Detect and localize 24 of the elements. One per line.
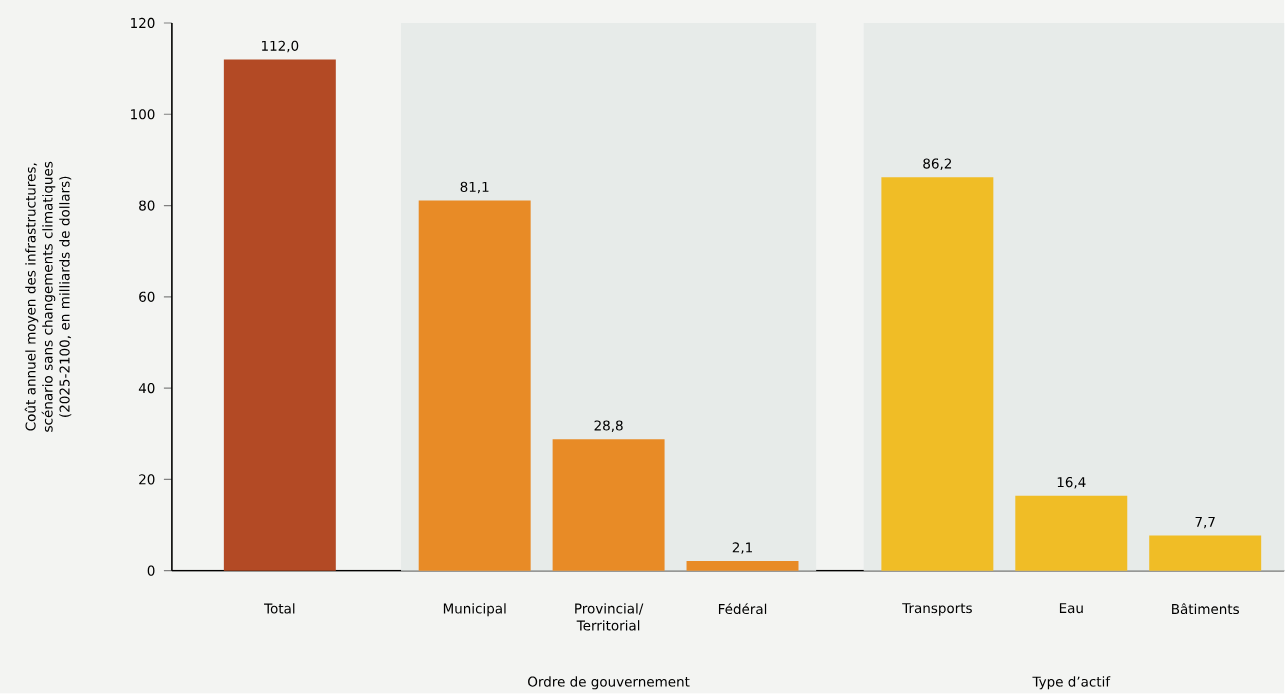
x-tick-label: Fédéral xyxy=(718,603,767,615)
y-axis-title: Coût annuel moyen des infrastructures, scénario sans changements climatiques (2025-2100, en milliards de dollars) xyxy=(24,161,72,432)
y-tick-label: 100 xyxy=(131,109,155,120)
y-tick-label: 60 xyxy=(139,291,155,303)
x-tick-label: Bâtiments xyxy=(1172,603,1239,615)
x-tick-label: Municipal xyxy=(443,603,506,617)
y-tick-label: 120 xyxy=(131,18,155,29)
data-label: 112,0 xyxy=(262,40,299,53)
data-label: 2,1 xyxy=(732,542,752,554)
x-tick-label: Total xyxy=(264,603,295,614)
x-tick-label: Provincial/ Territorial xyxy=(575,603,644,631)
y-tick-label: 40 xyxy=(138,383,155,394)
text: Ordre de gouvernement xyxy=(528,676,690,690)
data-label: 81,1 xyxy=(460,181,489,194)
data-label: 86,2 xyxy=(923,158,952,171)
data-label: 7,7 xyxy=(1195,517,1215,529)
data-label: 16,4 xyxy=(1057,477,1086,489)
y-tick-label: 80 xyxy=(139,200,155,211)
y-tick-label: 20 xyxy=(139,474,155,485)
text: Type d’actif xyxy=(1032,676,1111,690)
y-tick-label: 0 xyxy=(147,565,155,576)
data-label: 28,8 xyxy=(594,420,623,433)
x-tick-label: Eau xyxy=(1059,603,1083,614)
x-tick-label: Transports xyxy=(902,603,972,616)
